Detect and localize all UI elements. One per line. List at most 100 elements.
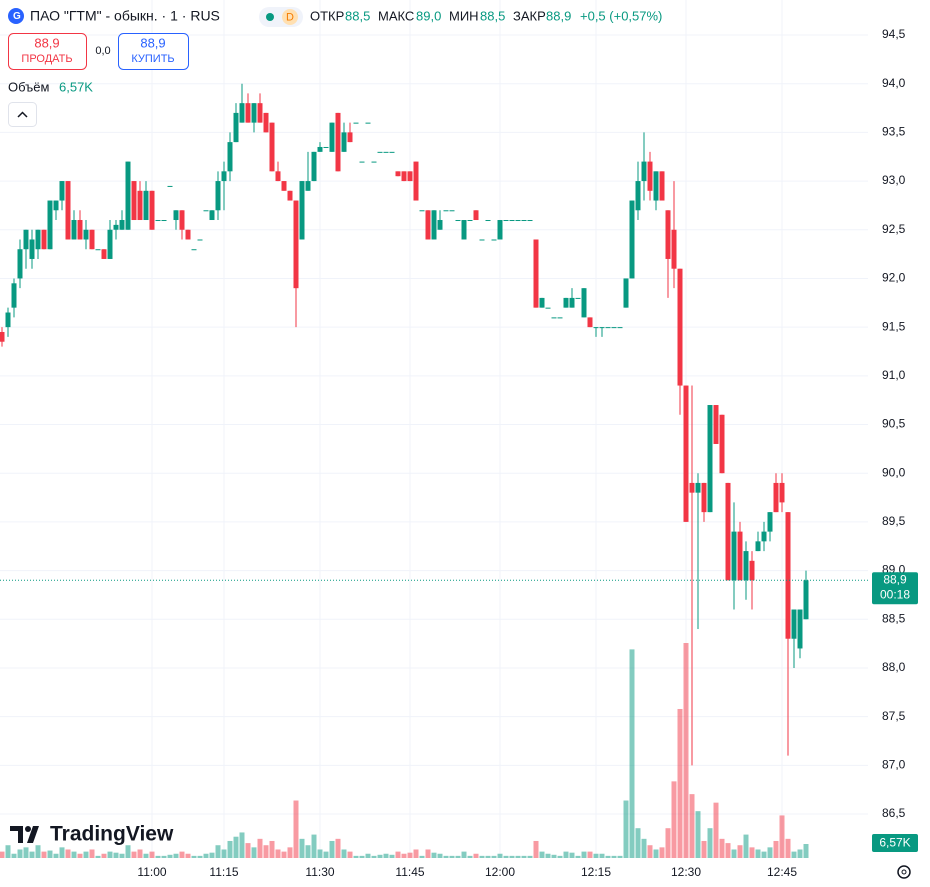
settings-icon[interactable] [897, 865, 911, 879]
candle-body [41, 229, 47, 250]
volume-bar [773, 840, 779, 858]
volume-bar [335, 838, 341, 858]
brand-logo [10, 826, 39, 843]
candle-body [545, 307, 551, 309]
volume-bar [191, 855, 197, 858]
volume-bar [689, 794, 695, 858]
symbol-title[interactable]: ПАО "ГТМ" - обыкн. · 1 · RUS [30, 8, 220, 24]
high-value: 89,0 [416, 8, 441, 23]
collapse-button[interactable] [8, 102, 37, 127]
volume-bar [791, 851, 797, 858]
y-tick-label: 86,5 [882, 806, 906, 820]
volume-bar [623, 800, 629, 858]
candle-body [161, 220, 167, 222]
candle-body [335, 112, 341, 172]
last-price-label: 88,9 [883, 572, 907, 586]
candle-body [443, 210, 449, 212]
volume-bar [503, 855, 509, 858]
badge-circle [282, 9, 298, 25]
volume-bar [179, 851, 185, 858]
candle-body [257, 103, 263, 123]
candle-body [329, 122, 335, 152]
buy-label: КУПИТЬ [131, 53, 174, 65]
volume-bar [365, 853, 371, 858]
volume-bar [203, 853, 209, 858]
volume-bar [665, 828, 671, 858]
volume-bar [287, 847, 293, 858]
volume-bar [695, 811, 701, 858]
candle-body [797, 609, 803, 649]
y-tick-label: 91,5 [882, 319, 906, 333]
candle-body [275, 171, 281, 182]
buy-button[interactable] [118, 33, 189, 70]
volume-label: 6,57K [879, 836, 910, 850]
y-tick-label: 92,0 [882, 271, 906, 285]
volume-bar [35, 845, 41, 858]
candle-body [665, 210, 671, 259]
candle-body [197, 239, 203, 241]
candle-body [785, 512, 791, 639]
volume-bar [431, 852, 437, 858]
candle-body [401, 171, 407, 182]
y-tick-label: 88,5 [882, 611, 906, 625]
candle-body [653, 171, 659, 201]
volume-bar [143, 853, 149, 858]
candle-body [467, 220, 473, 222]
candle-body [515, 220, 521, 222]
volume-bar [11, 853, 17, 858]
candle-body [461, 220, 467, 240]
volume-bar [5, 845, 11, 858]
volume-bar [587, 851, 593, 858]
volume-bar [47, 850, 53, 858]
volume-bar [443, 855, 449, 858]
delay-badge: D [286, 11, 294, 23]
volume-bar [317, 849, 323, 858]
candle-body [59, 181, 65, 201]
candle-body [101, 249, 107, 259]
y-tick-label: 88,0 [882, 660, 906, 674]
volume-bar [455, 855, 461, 858]
volume-bar [473, 853, 479, 858]
volume-bar [545, 853, 551, 858]
y-tick-label: 92,5 [882, 222, 906, 236]
candle-body [149, 190, 155, 230]
volume-bar [239, 832, 245, 858]
volume-bar [71, 851, 77, 858]
candle-body [611, 327, 617, 329]
candle-body [521, 220, 527, 222]
volume-bar [527, 855, 533, 858]
candle-body [803, 580, 809, 620]
volume-bar [161, 855, 167, 858]
volume-bar [263, 845, 269, 858]
candle-body [113, 224, 119, 230]
volume-bar [197, 855, 203, 858]
sell-price: 88,9 [34, 35, 59, 50]
low-value: 88,5 [480, 8, 505, 23]
y-tick-label: 90,0 [882, 465, 906, 479]
candle-body [473, 210, 479, 221]
candle-body [95, 249, 101, 251]
volume-bar [797, 849, 803, 858]
volume-bar [281, 851, 287, 858]
x-tick-label: 11:30 [305, 865, 334, 879]
y-tick-label: 90,5 [882, 417, 906, 431]
volume-bar [743, 834, 749, 858]
sell-button[interactable] [8, 33, 87, 70]
candle-body [29, 239, 35, 259]
volume-bar [149, 851, 155, 858]
volume-bar [293, 800, 299, 858]
volume-bar [329, 840, 335, 858]
volume-bar [353, 855, 359, 858]
volume-bar [599, 853, 605, 858]
candle-body [233, 112, 239, 143]
volume-bar [509, 855, 515, 858]
candle-body [551, 317, 557, 319]
candle-body [527, 220, 533, 222]
volume-bar [761, 851, 767, 858]
candle-body [125, 161, 131, 230]
candle-body [0, 331, 5, 342]
candle-body [431, 210, 437, 240]
candle-body [239, 103, 245, 123]
candle-body [65, 181, 71, 240]
candle-body [755, 541, 761, 552]
